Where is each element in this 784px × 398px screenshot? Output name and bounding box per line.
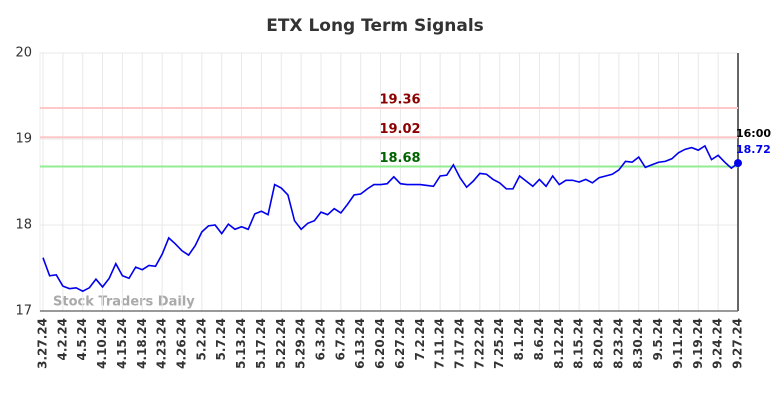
signal-label: 18.68 bbox=[379, 151, 420, 166]
watermark: Stock Traders Daily bbox=[53, 295, 195, 310]
x-tick-label: 4.26.24 bbox=[175, 318, 189, 369]
y-tick-label: 18 bbox=[15, 218, 32, 233]
x-tick-label: 4.15.24 bbox=[115, 318, 129, 369]
x-tick-label: 9.27.24 bbox=[731, 318, 745, 369]
x-tick-label: 8.23.24 bbox=[611, 318, 625, 369]
time-label: 16:00 bbox=[736, 127, 771, 140]
x-tick-label: 4.2.24 bbox=[55, 318, 69, 361]
x-tick-label: 4.23.24 bbox=[155, 318, 169, 369]
last-point bbox=[734, 159, 742, 168]
x-tick-label: 8.15.24 bbox=[572, 318, 586, 369]
x-tick-label: 6.3.24 bbox=[314, 318, 328, 361]
x-tick-label: 9.5.24 bbox=[651, 318, 665, 361]
signal-label: 19.36 bbox=[379, 93, 420, 108]
x-tick-label: 5.13.24 bbox=[234, 318, 248, 369]
x-tick-label: 9.11.24 bbox=[671, 318, 685, 369]
x-tick-label: 8.1.24 bbox=[512, 318, 526, 361]
x-tick-label: 9.24.24 bbox=[711, 318, 725, 369]
x-tick-label: 5.17.24 bbox=[254, 318, 268, 369]
x-tick-label: 5.29.24 bbox=[294, 318, 308, 369]
x-tick-label: 8.6.24 bbox=[532, 318, 546, 361]
price-line bbox=[42, 144, 739, 293]
signal-label: 19.02 bbox=[379, 122, 420, 137]
x-tick-label: 6.20.24 bbox=[373, 318, 387, 369]
x-tick-label: 4.18.24 bbox=[135, 318, 149, 369]
x-tick-label: 5.2.24 bbox=[194, 318, 208, 361]
x-tick-label: 6.7.24 bbox=[333, 318, 347, 361]
x-tick-label: 7.17.24 bbox=[453, 318, 467, 369]
x-tick-label: 6.13.24 bbox=[353, 318, 367, 369]
x-tick-label: 9.19.24 bbox=[691, 318, 705, 369]
x-tick-label: 8.12.24 bbox=[552, 318, 566, 369]
x-tick-label: 8.30.24 bbox=[631, 318, 645, 369]
x-tick-label: 3.27.24 bbox=[36, 318, 50, 369]
y-tick-label: 17 bbox=[15, 304, 32, 319]
x-tick-label: 7.2.24 bbox=[413, 318, 427, 361]
x-tick-label: 7.22.24 bbox=[472, 318, 486, 369]
last-value-label: 18.72 bbox=[736, 143, 771, 156]
x-tick-label: 8.20.24 bbox=[592, 318, 606, 369]
x-tick-label: 7.25.24 bbox=[492, 318, 506, 369]
x-tick-label: 6.27.24 bbox=[393, 318, 407, 369]
y-tick-label: 19 bbox=[15, 132, 32, 147]
x-tick-label: 4.10.24 bbox=[95, 318, 109, 369]
x-tick-label: 4.5.24 bbox=[75, 318, 89, 361]
x-tick-label: 5.22.24 bbox=[274, 318, 288, 369]
y-tick-label: 20 bbox=[15, 46, 32, 61]
x-tick-label: 5.7.24 bbox=[214, 318, 228, 361]
x-tick-label: 7.11.24 bbox=[433, 318, 447, 369]
chart-title: ETX Long Term Signals bbox=[266, 16, 484, 36]
